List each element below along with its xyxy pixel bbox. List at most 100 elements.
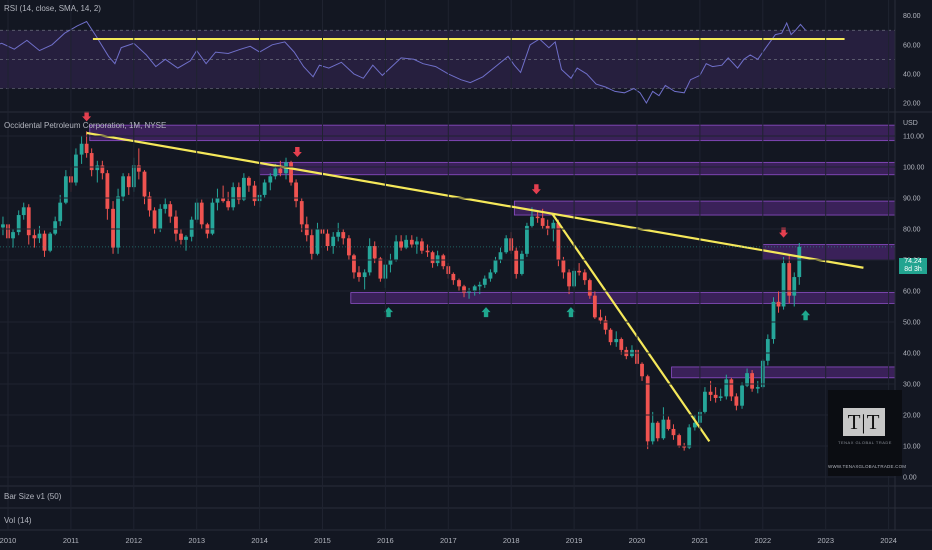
candle[interactable]	[525, 222, 529, 257]
candle[interactable]	[603, 315, 608, 335]
candle[interactable]	[142, 170, 147, 205]
candle[interactable]	[294, 179, 298, 208]
candle[interactable]	[100, 160, 105, 180]
candle[interactable]	[199, 199, 204, 229]
candle[interactable]	[336, 222, 341, 242]
candle[interactable]	[666, 416, 671, 431]
candle[interactable]	[79, 136, 84, 164]
candle[interactable]	[105, 170, 110, 220]
candle[interactable]	[430, 250, 435, 268]
candle[interactable]	[367, 238, 372, 276]
candle[interactable]	[116, 188, 120, 254]
candle[interactable]	[482, 275, 487, 288]
rsi-pane[interactable]	[0, 20, 895, 104]
candle[interactable]	[729, 377, 734, 402]
candle[interactable]	[519, 250, 524, 276]
candle[interactable]	[89, 148, 94, 177]
candle[interactable]	[645, 374, 650, 450]
candle[interactable]	[477, 281, 482, 295]
supply-demand-zone[interactable]	[513, 200, 896, 216]
candle[interactable]	[771, 297, 776, 344]
candle[interactable]	[545, 219, 550, 236]
candle[interactable]	[551, 219, 556, 242]
candle[interactable]	[252, 180, 257, 206]
candle[interactable]	[472, 284, 477, 296]
candle[interactable]	[262, 179, 267, 198]
candle[interactable]	[441, 253, 446, 270]
symbol-title[interactable]: Occidental Petroleum Corporation, 1M, NY…	[4, 121, 167, 130]
candle[interactable]	[372, 241, 377, 264]
candle[interactable]	[457, 278, 461, 291]
candle[interactable]	[514, 247, 519, 279]
candle[interactable]	[765, 334, 770, 366]
candle[interactable]	[713, 387, 718, 403]
candle[interactable]	[655, 421, 660, 442]
candle[interactable]	[378, 256, 383, 282]
candle[interactable]	[598, 309, 603, 324]
candle[interactable]	[567, 269, 571, 295]
rsi-line[interactable]	[0, 20, 806, 104]
candle[interactable]	[289, 160, 293, 186]
candle[interactable]	[682, 442, 687, 451]
volume-indicator-label[interactable]: Vol (14)	[4, 516, 32, 525]
candle[interactable]	[561, 256, 566, 279]
candle[interactable]	[168, 201, 173, 223]
candle[interactable]	[163, 198, 168, 214]
candle[interactable]	[21, 202, 26, 220]
candle[interactable]	[136, 148, 141, 180]
candle[interactable]	[661, 407, 666, 440]
candle[interactable]	[614, 331, 619, 347]
candle[interactable]	[488, 269, 493, 282]
candle[interactable]	[268, 173, 273, 191]
candle[interactable]	[16, 210, 21, 236]
candle[interactable]	[677, 433, 682, 448]
candle[interactable]	[640, 362, 644, 381]
candle[interactable]	[399, 235, 404, 251]
candle[interactable]	[26, 204, 31, 245]
candle[interactable]	[750, 370, 755, 392]
candle[interactable]	[226, 191, 231, 211]
candle[interactable]	[42, 230, 47, 257]
candle[interactable]	[278, 160, 283, 177]
rsi-indicator-label[interactable]: RSI (14, close, SMA, 14, 2)	[4, 4, 101, 13]
candle[interactable]	[63, 170, 68, 205]
candle[interactable]	[231, 182, 236, 211]
candle[interactable]	[671, 424, 676, 440]
candle[interactable]	[535, 210, 540, 223]
candle[interactable]	[147, 191, 152, 217]
candle[interactable]	[221, 185, 226, 203]
candle[interactable]	[1, 216, 5, 236]
candle[interactable]	[241, 173, 246, 202]
candle[interactable]	[341, 229, 346, 245]
candle[interactable]	[692, 415, 697, 431]
candle[interactable]	[587, 278, 592, 299]
candle[interactable]	[787, 255, 792, 304]
candle[interactable]	[48, 232, 53, 253]
candle[interactable]	[734, 393, 739, 411]
candle[interactable]	[776, 291, 781, 313]
candle[interactable]	[419, 238, 424, 254]
candle[interactable]	[309, 229, 314, 260]
candle[interactable]	[687, 424, 692, 450]
candle[interactable]	[797, 242, 802, 285]
candle[interactable]	[247, 176, 251, 192]
candle[interactable]	[409, 235, 414, 248]
candle[interactable]	[352, 253, 356, 279]
candle[interactable]	[158, 204, 163, 233]
candle[interactable]	[467, 287, 471, 299]
candle[interactable]	[388, 253, 393, 273]
candle[interactable]	[404, 235, 409, 250]
candle[interactable]	[498, 247, 503, 264]
candle[interactable]	[210, 198, 215, 236]
candle[interactable]	[592, 291, 597, 319]
candle[interactable]	[315, 222, 320, 256]
candle[interactable]	[425, 244, 430, 257]
candle[interactable]	[582, 269, 587, 285]
supply-demand-zone[interactable]	[89, 124, 896, 142]
supply-demand-zone[interactable]	[671, 366, 896, 379]
candle[interactable]	[53, 216, 58, 236]
candle[interactable]	[58, 194, 63, 226]
candle[interactable]	[32, 229, 37, 248]
candle[interactable]	[781, 256, 786, 310]
